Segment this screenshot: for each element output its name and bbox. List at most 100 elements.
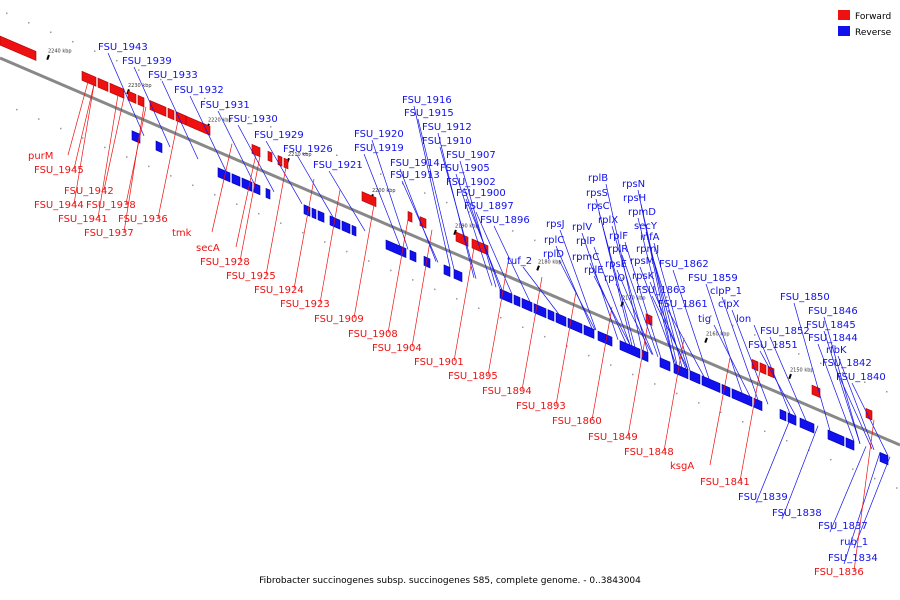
track-dot: [830, 458, 832, 461]
leader-line: [417, 118, 455, 270]
leader-line: [413, 105, 451, 268]
reverse-gene-label: rplD: [543, 249, 564, 260]
leader-line: [558, 259, 596, 331]
reverse-gene: [513, 294, 521, 308]
reverse-gene-label: FSU_1844: [808, 333, 858, 344]
track-dot: [534, 239, 536, 242]
reverse-gene-label: rpmC: [572, 252, 599, 263]
reverse-gene-label: FSU_1931: [200, 100, 250, 111]
leader-line: [73, 84, 95, 170]
forward-gene-label: FSU_1936: [118, 214, 168, 225]
leader-line: [593, 275, 631, 346]
reverse-gene-label: FSU_1839: [738, 492, 788, 503]
track-dot: [314, 145, 316, 147]
leader-line: [319, 190, 341, 304]
reverse-gene: [555, 312, 567, 327]
track-dot: [786, 439, 788, 442]
leader-line: [781, 425, 819, 520]
forward-gene-label: FSU_1836: [814, 567, 864, 578]
reverse-gene-label: secY: [634, 221, 658, 232]
reverse-gene-label: FSU_1912: [422, 122, 472, 133]
track-dot: [874, 477, 876, 480]
leader-line: [581, 232, 619, 340]
reverse-gene-label: FSU_1863: [636, 285, 686, 296]
reverse-gene-label: rpsK: [632, 271, 655, 282]
reverse-gene: [409, 249, 417, 263]
track-dot: [434, 288, 436, 291]
reverse-gene: [845, 437, 855, 451]
leader-line: [823, 316, 861, 444]
forward-gene-label: FSU_1928: [200, 257, 250, 268]
reverse-gene-label: tuf_2: [507, 256, 532, 267]
leader-line: [769, 336, 807, 421]
reverse-gene-label: FSU_1859: [688, 273, 738, 284]
leader-line: [651, 295, 689, 370]
track-dot: [588, 354, 590, 357]
track-dot: [280, 222, 282, 224]
track-dot: [192, 184, 194, 187]
reverse-gene-label: rpmD: [628, 207, 656, 218]
leader-line: [555, 245, 593, 329]
reverse-gene: [131, 130, 141, 144]
leader-line: [103, 97, 125, 191]
label-leaders: [67, 52, 891, 572]
track-dot: [402, 182, 404, 185]
reverse-gene-label: FSU_1840: [836, 372, 886, 383]
reverse-gene-label: rpsE: [605, 259, 627, 270]
reverse-gene-label: FSU_1926: [283, 144, 333, 155]
track-dot: [236, 203, 238, 205]
reverse-gene: [443, 264, 451, 277]
reverse-gene-label: rplR: [608, 244, 628, 255]
reverse-gene-label: FSU_1920: [354, 129, 404, 140]
reverse-gene-label: FSU_1837: [818, 521, 868, 532]
leader-line: [731, 309, 769, 405]
forward-gene-label: FSU_1937: [84, 228, 134, 239]
leader-line: [851, 382, 889, 456]
track-dot: [622, 277, 624, 279]
leader-line: [823, 330, 861, 444]
legend-label: Forward: [855, 12, 891, 22]
track-dot: [820, 362, 822, 365]
reverse-gene-label: FSU_1919: [354, 143, 404, 154]
track-dot: [490, 220, 492, 223]
forward-gene: [759, 362, 767, 375]
leader-line: [493, 225, 531, 303]
forward-gene-label: FSU_1938: [86, 200, 136, 211]
track-dot: [688, 305, 690, 308]
reverse-gene: [341, 220, 351, 234]
track-dot: [6, 12, 8, 15]
reverse-gene-label: rpsM: [630, 256, 654, 267]
leader-line: [453, 247, 475, 362]
reverse-gene-label: FSU_1929: [254, 130, 304, 141]
leader-line: [627, 322, 649, 437]
forward-gene-label: FSU_1925: [226, 271, 276, 282]
gene-labels: FSU_1943 FSU_1939 FSU_1933 FSU_1932 FSU_1931…: [28, 42, 886, 578]
leader-line: [237, 124, 275, 192]
forward-gene-label: FSU_1923: [280, 299, 330, 310]
track-dot: [358, 163, 360, 166]
track-dot: [116, 59, 118, 62]
leader-line: [651, 254, 689, 370]
reverse-gene: [659, 357, 671, 372]
scale-tick-label: 2200 kbp: [372, 188, 396, 194]
leader-line: [713, 324, 751, 397]
reverse-gene-label: rplC: [544, 235, 564, 246]
reverse-gene-label: rplV: [572, 222, 592, 233]
forward-gene: [97, 77, 109, 92]
track-dot: [336, 154, 338, 156]
reverse-gene: [701, 375, 721, 394]
forward-gene: [767, 365, 775, 379]
leader-line: [363, 153, 401, 247]
forward-gene-label: FSU_1941: [58, 214, 108, 225]
track-dot: [292, 135, 294, 138]
track-dot: [16, 108, 18, 111]
scale-tick-label: 2180 kbp: [538, 259, 562, 265]
forward-gene: [81, 70, 97, 87]
track-dot: [248, 116, 250, 119]
track-dot: [512, 230, 514, 232]
scale-tick-label: 2150 kbp: [790, 368, 814, 374]
reverse-gene-label: FSU_1850: [780, 292, 830, 303]
track-dot: [214, 194, 216, 196]
leader-line: [759, 350, 797, 417]
forward-gene-label: FSU_1893: [516, 401, 566, 412]
